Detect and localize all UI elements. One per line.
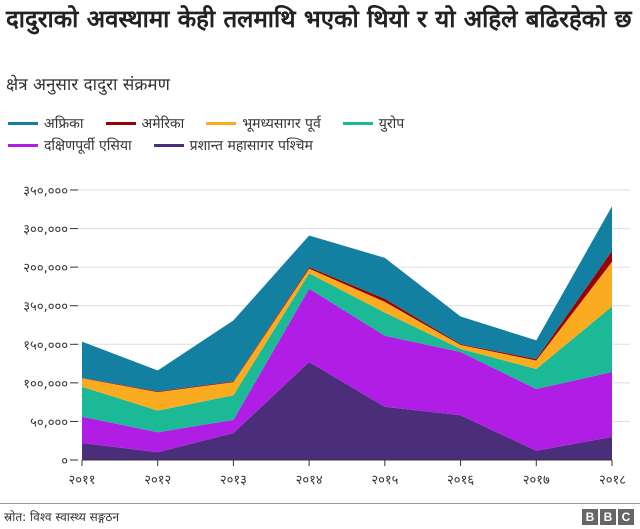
y-tick-label: ३००,००० — [23, 223, 68, 238]
area-series — [82, 288, 612, 453]
legend-item: दक्षिणपूर्वी एसिया — [8, 134, 132, 156]
legend-label: दक्षिणपूर्वी एसिया — [44, 137, 132, 154]
legend-swatch — [105, 121, 136, 125]
chart-subtitle: क्षेत्र अनुसार दादुरा संक्रमण — [6, 75, 170, 95]
x-tick-label: २०१२ — [144, 473, 171, 488]
x-tick-label: २०१८ — [599, 473, 626, 488]
legend-swatch — [8, 143, 38, 147]
y-tick-label: १००,००० — [23, 377, 68, 392]
chart-title: दादुराको अवस्थामा केही तलमाथि भएको थियो … — [6, 5, 632, 33]
legend-item: अफ्रिका — [8, 112, 84, 134]
legend-label: अमेरिका — [141, 115, 185, 132]
source-note: स्रोत: विश्व स्वास्थ्य सङ्गठन — [4, 510, 120, 524]
legend-label: युरोप — [378, 115, 405, 132]
legend-swatch — [8, 121, 38, 125]
legend: अफ्रिका अमेरिका भूमध्यसागर पूर्व युरोप दक्षि… — [8, 112, 628, 156]
y-tick-label: २००,००० — [23, 261, 68, 276]
legend-label: अफ्रिका — [44, 115, 84, 132]
y-tick-label: ३५०,००० — [23, 300, 68, 315]
x-tick-label: २०१६ — [447, 473, 474, 488]
legend-item: भूमध्यसागर पूर्व — [206, 112, 321, 134]
area-series — [82, 273, 612, 433]
area-series — [82, 206, 612, 392]
area-chart: ० ५०,००० १००,००० १५०,००० ३५०,००० २००,००० ३००,०… — [23, 184, 630, 488]
legend-swatch — [342, 121, 373, 125]
x-tick-label: २०१७ — [523, 473, 550, 488]
y-tick-label: ५०,००० — [30, 415, 68, 430]
legend-label: भूमध्यसागर पूर्व — [242, 115, 321, 132]
area-series — [82, 362, 612, 460]
legend-swatch — [153, 143, 184, 147]
footer-divider — [0, 503, 640, 504]
legend-item: प्रशान्त महासागर पश्चिम — [153, 134, 313, 156]
x-tick-label: २०१५ — [371, 473, 398, 488]
legend-item: युरोप — [342, 112, 405, 134]
logo-letter: B — [600, 509, 616, 525]
logo-letter: B — [582, 509, 598, 525]
legend-label: प्रशान्त महासागर पश्चिम — [189, 137, 313, 154]
bbc-logo: B B C — [582, 509, 634, 525]
logo-letter: C — [618, 509, 634, 525]
area-series — [82, 261, 612, 411]
legend-swatch — [206, 121, 237, 125]
y-tick-label: १५०,००० — [23, 338, 68, 353]
legend-item: अमेरिका — [105, 112, 185, 134]
y-tick-label: ० — [61, 454, 68, 469]
y-tick-label: ३५०,००० — [23, 184, 68, 199]
x-tick-label: २०११ — [68, 473, 95, 488]
x-tick-label: २०१४ — [296, 473, 323, 488]
x-tick-label: २०१३ — [220, 473, 247, 488]
